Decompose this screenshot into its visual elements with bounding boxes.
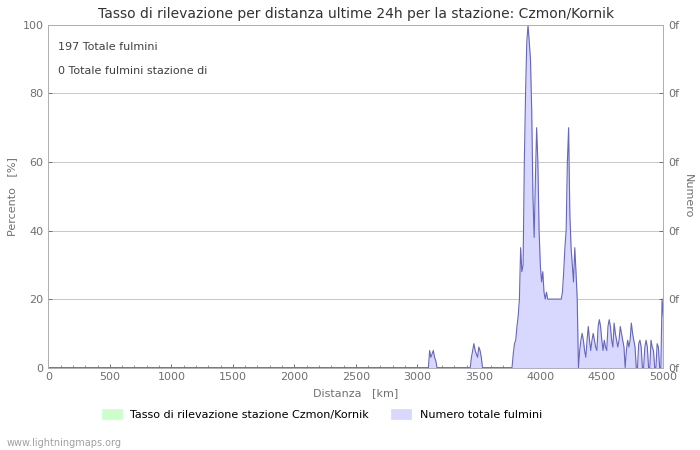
Legend: Tasso di rilevazione stazione Czmon/Kornik, Numero totale fulmini: Tasso di rilevazione stazione Czmon/Korn… bbox=[97, 405, 547, 424]
Text: 197 Totale fulmini: 197 Totale fulmini bbox=[57, 42, 158, 52]
Title: Tasso di rilevazione per distanza ultime 24h per la stazione: Czmon/Kornik: Tasso di rilevazione per distanza ultime… bbox=[98, 7, 614, 21]
Y-axis label: Numero: Numero bbox=[683, 174, 693, 218]
Text: www.lightningmaps.org: www.lightningmaps.org bbox=[7, 438, 122, 448]
Y-axis label: Percento   [%]: Percento [%] bbox=[7, 157, 17, 236]
X-axis label: Distanza   [km]: Distanza [km] bbox=[313, 388, 398, 398]
Text: 0 Totale fulmini stazione di: 0 Totale fulmini stazione di bbox=[57, 66, 207, 76]
